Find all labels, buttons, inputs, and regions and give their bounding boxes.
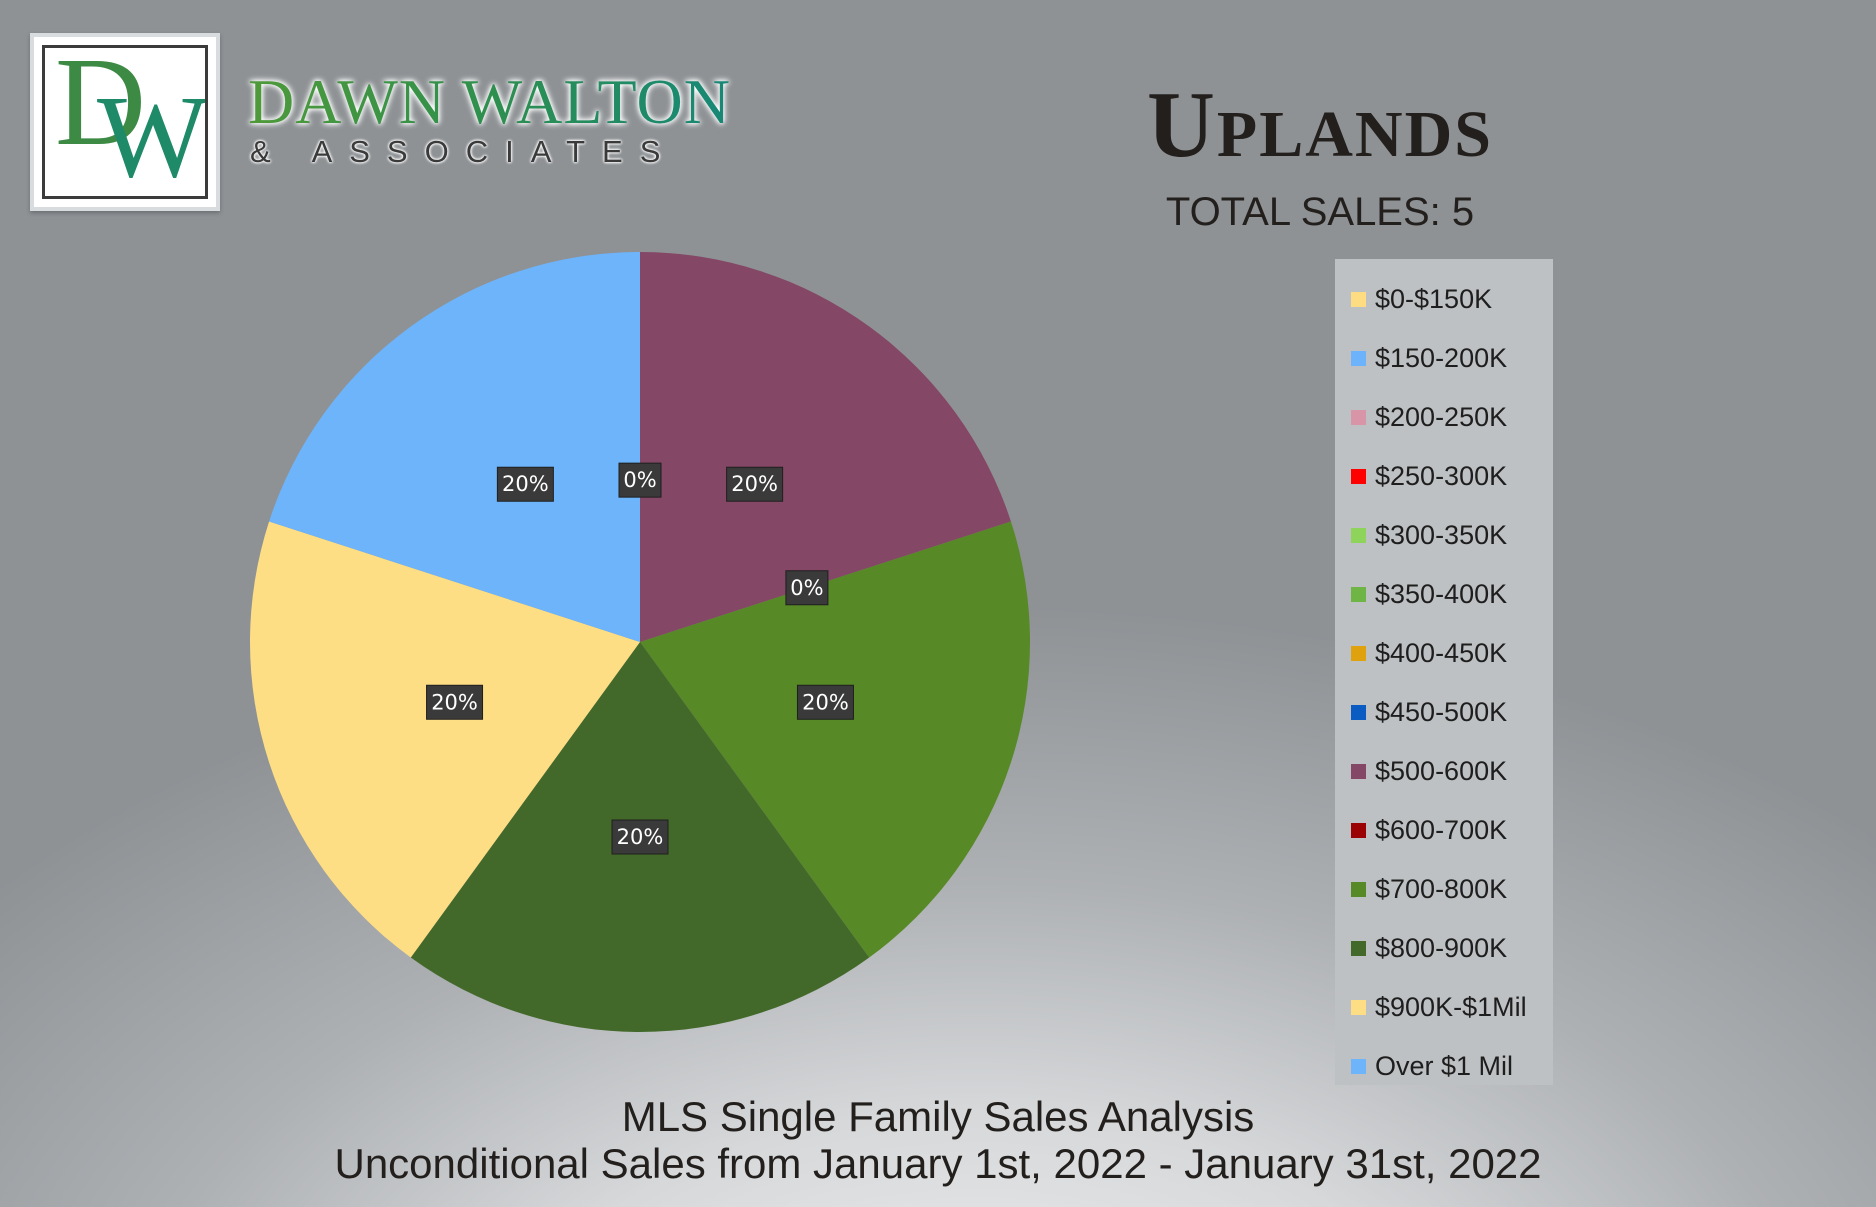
legend-swatch xyxy=(1351,1000,1366,1015)
legend-swatch xyxy=(1351,882,1366,897)
legend-swatch xyxy=(1351,292,1366,307)
pie-slice-500-600k xyxy=(640,252,1011,642)
legend-label: $350-400K xyxy=(1375,579,1508,609)
legend-swatch xyxy=(1351,410,1366,425)
legend-label: $150-200K xyxy=(1375,343,1508,373)
legend-swatch xyxy=(1351,528,1366,543)
legend-swatch xyxy=(1351,1059,1366,1074)
legend-label: $800-900K xyxy=(1375,933,1508,963)
legend-item-250-300k: $250-300K xyxy=(1335,447,1553,506)
legend-label: Over $1 Mil xyxy=(1375,1051,1514,1081)
pie-slice-over-1-mil xyxy=(269,252,640,642)
brand-name: DAWN WALTON xyxy=(248,66,731,137)
data-label-700-800k-text: 20% xyxy=(802,690,849,714)
data-label-500-600k-box xyxy=(726,466,784,502)
legend-item-900k-1mil: $900K-$1Mil xyxy=(1335,978,1553,1037)
legend-label: $300-350K xyxy=(1375,520,1508,550)
data-label-over-1-mil: 20% xyxy=(496,466,554,502)
company-logo: D W xyxy=(30,33,220,211)
data-label-900k-1mil: 20% xyxy=(426,684,484,720)
legend-item-800-900k: $800-900K xyxy=(1335,919,1553,978)
logo-letter-d: D xyxy=(55,45,146,172)
legend-item-200-250k: $200-250K xyxy=(1335,388,1553,447)
legend-item-600-700k: $600-700K xyxy=(1335,801,1553,860)
legend-item-300-350k: $300-350K xyxy=(1335,506,1553,565)
legend-swatch xyxy=(1351,941,1366,956)
total-sales: TOTAL SALES: 5 xyxy=(1165,190,1475,234)
data-label-500-600k: 20% xyxy=(726,466,784,502)
footer-title: MLS Single Family Sales Analysis xyxy=(621,1093,1255,1140)
data-label-over-1-mil-box xyxy=(496,466,554,502)
pie-slice-700-800k xyxy=(640,521,1030,958)
logo-frame: D W xyxy=(42,45,208,199)
legend-label: $200-250K xyxy=(1375,402,1508,432)
legend-label: $600-700K xyxy=(1375,815,1508,845)
data-label-800-900k-text: 20% xyxy=(617,825,664,849)
data-label-zero-top-0: 0% xyxy=(618,462,662,498)
legend-swatch xyxy=(1351,351,1366,366)
logo-letter-w: W xyxy=(97,71,208,199)
pie-slice-900k-1mil xyxy=(250,521,641,958)
legend-label: $500-600K xyxy=(1375,756,1508,786)
legend-item-0-150k: $0-$150K xyxy=(1335,270,1553,329)
legend-item-450-500k: $450-500K xyxy=(1335,683,1553,742)
legend-label: $450-500K xyxy=(1375,697,1508,727)
data-label-800-900k: 20% xyxy=(611,819,669,855)
legend-swatch xyxy=(1351,823,1366,838)
chart-legend: $0-$150K $150-200K $200-250K $250-300K $300-… xyxy=(1335,259,1553,1085)
data-label-zero-top-0-box xyxy=(618,462,662,498)
data-label-800-900k-box xyxy=(611,819,669,855)
legend-label: $0-$150K xyxy=(1375,284,1493,314)
legend-swatch xyxy=(1351,646,1366,661)
legend-label: $400-450K xyxy=(1375,638,1508,668)
data-label-zero-top-0-text: 0% xyxy=(623,468,656,492)
brand-subtitle: & ASSOCIATES xyxy=(250,134,678,169)
legend-swatch xyxy=(1351,469,1366,484)
data-label-600-700k: 0% xyxy=(785,570,829,606)
data-label-over-1-mil-text: 20% xyxy=(502,472,549,496)
legend-swatch xyxy=(1351,587,1366,602)
data-label-600-700k-box xyxy=(785,570,829,606)
data-label-900k-1mil-text: 20% xyxy=(431,690,478,714)
legend-swatch xyxy=(1351,705,1366,720)
data-label-700-800k-box xyxy=(796,684,854,720)
legend-item-400-450k: $400-450K xyxy=(1335,624,1553,683)
data-label-600-700k-text: 0% xyxy=(790,576,823,600)
legend-swatch xyxy=(1351,764,1366,779)
legend-label: $700-800K xyxy=(1375,874,1508,904)
data-label-500-600k-text: 20% xyxy=(731,472,778,496)
legend-label: $250-300K xyxy=(1375,461,1508,491)
legend-item-700-800k: $700-800K xyxy=(1335,860,1553,919)
legend-item-350-400k: $350-400K xyxy=(1335,565,1553,624)
data-label-900k-1mil-box xyxy=(426,684,484,720)
legend-label: $900K-$1Mil xyxy=(1375,992,1527,1022)
page-title: Uplands xyxy=(1147,73,1493,177)
legend-item-over-1-mil: Over $1 Mil xyxy=(1335,1037,1553,1096)
data-label-700-800k: 20% xyxy=(796,684,854,720)
legend-item-150-200k: $150-200K xyxy=(1335,329,1553,388)
footer-date-range: Unconditional Sales from January 1st, 20… xyxy=(334,1140,1542,1187)
legend-item-500-600k: $500-600K xyxy=(1335,742,1553,801)
